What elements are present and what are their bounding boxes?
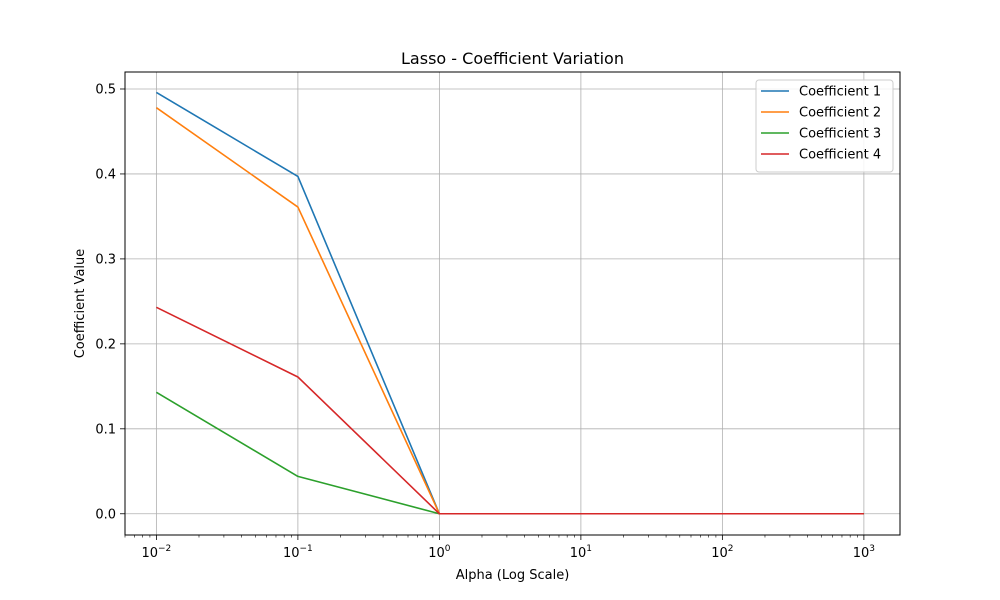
legend-label: Coefficient 4 (799, 148, 881, 163)
series-lines (155, 91, 864, 515)
legend-frame (755, 79, 894, 173)
legend-label: Coefficient 3 (799, 127, 881, 142)
legend-label: Coefficient 1 (799, 85, 881, 100)
y-tick-label: 0.4 (95, 167, 116, 182)
y-axis-label: Coefficient Value (73, 249, 88, 359)
series-line-coefficient-4 (156, 306, 864, 515)
legend: Coefficient 1 Coefficient 2 Coefficient 3 C… (755, 79, 894, 173)
y-tick-label: 0.2 (95, 337, 116, 352)
legend-label: Coefficient 2 (799, 106, 881, 121)
x-tick-label: 10−1 (283, 544, 313, 561)
x-tick-label: 101 (570, 544, 592, 561)
y-tick-label: 0.1 (95, 422, 116, 437)
x-tick-label: 103 (853, 544, 875, 561)
x-tick-label: 100 (428, 544, 451, 561)
x-tick-label: 102 (711, 544, 733, 561)
x-axis-label: Alpha (Log Scale) (456, 568, 570, 583)
chart-title: Lasso - Coefficient Variation (401, 49, 624, 68)
series-line-coefficient-3 (155, 391, 864, 515)
x-tick-label: 10−2 (141, 544, 171, 561)
plot-area-frame (124, 71, 901, 536)
y-tick-label: 0.5 (95, 82, 116, 97)
y-tick-label: 0.3 (95, 252, 116, 267)
y-tick-label: 0.0 (95, 507, 116, 522)
axis-ticks: 10−2 10−1 100 101 102 103 0.0 0.1 0.2 0.3 0.4 0.5 (95, 82, 875, 561)
